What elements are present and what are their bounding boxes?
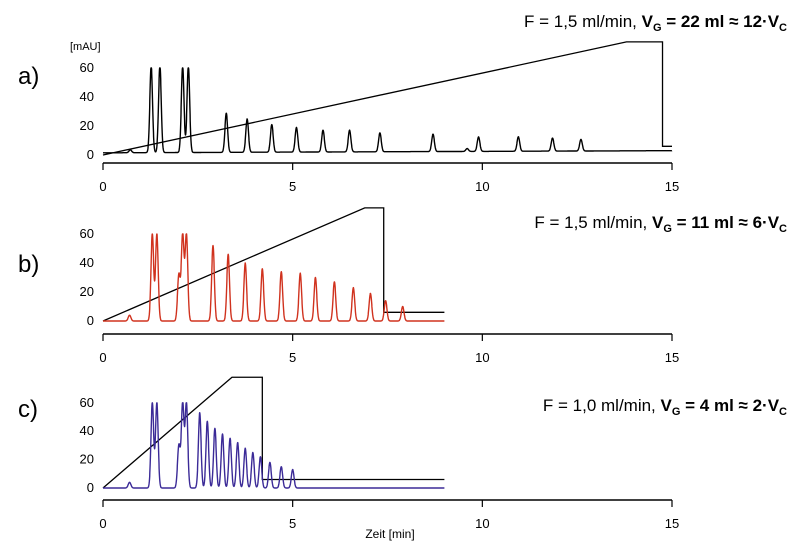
panel-a-y-unit: [mAU] xyxy=(70,41,101,53)
panel-a-condition: F = 1,5 ml/min, VG = 22 ml ≈ 12·VC xyxy=(524,12,787,34)
panel-b-condition: F = 1,5 ml/min, VG = 11 ml ≈ 6·VC xyxy=(534,213,787,235)
panel-b-y-tick-label: 40 xyxy=(80,255,94,270)
panel-b-y-tick-label: 20 xyxy=(80,284,94,299)
panel-b-ticks: 0 5 10 15 0 20 40 60 xyxy=(80,226,680,365)
panel-a-ticks: 0 5 10 15 0 20 40 60 xyxy=(80,60,680,194)
panel-a-y-tick-label: 60 xyxy=(80,60,94,75)
panel-a-x-tick-label: 15 xyxy=(665,179,679,194)
panel-a-label: a) xyxy=(18,63,39,90)
panel-a: a) [mAU] F = 1,5 ml/min, VG = 22 ml ≈ 12… xyxy=(18,12,787,194)
panel-c-y-tick-label: 60 xyxy=(80,395,94,410)
panel-b-x-tick-label: 5 xyxy=(289,350,296,365)
panel-a-x-tick-label: 10 xyxy=(475,179,489,194)
panel-c-trace xyxy=(102,402,445,489)
panel-c-condition: F = 1,0 ml/min, VG = 4 ml ≈ 2·VC xyxy=(543,396,787,418)
x-axis-label: Zeit [min] xyxy=(365,527,414,541)
panel-b-label: b) xyxy=(18,251,39,278)
panel-b-y-tick-label: 60 xyxy=(80,226,94,241)
panel-a-gradient-line xyxy=(102,41,672,156)
panel-c: c) F = 1,0 ml/min, VG = 4 ml ≈ 2·VC 0 5 10… xyxy=(18,376,787,541)
panel-a-trace xyxy=(102,67,673,154)
panel-a-y-tick-label: 0 xyxy=(87,147,94,162)
panel-c-label: c) xyxy=(18,396,38,423)
panel-b-trace xyxy=(102,233,445,322)
panel-b: b) F = 1,5 ml/min, VG = 11 ml ≈ 6·VC 0 5 1… xyxy=(18,207,787,365)
panel-b-x-tick-label: 15 xyxy=(665,350,679,365)
panel-b-y-tick-label: 0 xyxy=(87,313,94,328)
panel-c-x-tick-label: 10 xyxy=(475,516,489,531)
panel-c-y-tick-label: 0 xyxy=(87,480,94,495)
panel-c-x-tick-label: 15 xyxy=(665,516,679,531)
panel-a-x-tick-label: 0 xyxy=(99,179,106,194)
panel-c-x-tick-label: 5 xyxy=(289,516,296,531)
panel-b-x-tick-label: 10 xyxy=(475,350,489,365)
panel-a-y-tick-label: 40 xyxy=(80,89,94,104)
panel-c-ticks: 0 5 10 15 0 20 40 60 xyxy=(80,395,680,531)
panel-a-y-tick-label: 20 xyxy=(80,118,94,133)
panel-a-x-tick-label: 5 xyxy=(289,179,296,194)
panel-b-x-tick-label: 0 xyxy=(99,350,106,365)
panel-c-y-tick-label: 20 xyxy=(80,452,94,467)
panel-c-gradient-line xyxy=(102,376,445,489)
panel-c-y-tick-label: 40 xyxy=(80,423,94,438)
panel-c-x-tick-label: 0 xyxy=(99,516,106,531)
